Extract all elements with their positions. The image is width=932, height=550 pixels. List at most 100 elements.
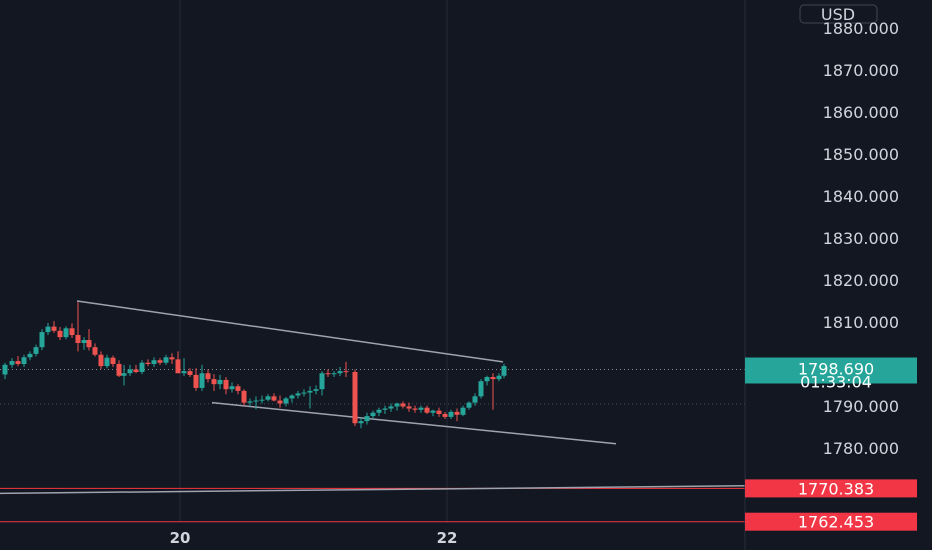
trendline[interactable] [211, 401, 617, 445]
candle [235, 384, 241, 395]
candle-body [15, 361, 21, 364]
candle-body [247, 401, 253, 403]
candle-body [157, 360, 163, 363]
price-axis-background [745, 0, 932, 550]
candle-body [51, 326, 57, 331]
candle-body [33, 347, 39, 354]
candle [325, 369, 331, 378]
trendlines[interactable] [0, 300, 746, 495]
candle [187, 368, 193, 378]
candle [181, 358, 187, 377]
candle [133, 364, 139, 374]
candle-body [436, 410, 442, 414]
candle-body [490, 377, 496, 380]
candle [271, 393, 277, 402]
candle [376, 407, 382, 417]
candle [283, 397, 289, 407]
candle-body [116, 364, 122, 376]
candle [86, 329, 92, 351]
candle-body [394, 403, 400, 407]
candle-body [466, 402, 472, 408]
alert-price-badge[interactable] [745, 479, 917, 498]
candle [98, 351, 104, 370]
candle-body [388, 406, 394, 409]
candle-body [448, 411, 454, 417]
candle-body [319, 373, 325, 390]
candle [406, 402, 412, 412]
candle-body [358, 421, 364, 424]
candle [496, 373, 502, 382]
candle [175, 351, 181, 374]
candle [307, 386, 313, 409]
currency-button[interactable] [799, 4, 878, 24]
candle [193, 368, 199, 391]
candle-body [331, 373, 337, 375]
candle [301, 389, 307, 397]
candle-body [478, 381, 484, 397]
candle [199, 364, 205, 391]
y-tick-label: 1830.000 [823, 229, 899, 248]
candle-body [277, 400, 283, 404]
candle [424, 405, 430, 414]
y-tick-labels: 1880.000 1870.000 1860.000 1850.000 1840.000… [823, 19, 899, 458]
candle-body [406, 406, 412, 409]
y-tick-label: 1850.000 [823, 145, 899, 164]
candle-body [295, 393, 301, 396]
candle-body [265, 396, 271, 400]
candle [442, 411, 448, 420]
candle-body [21, 357, 27, 364]
candle [400, 401, 406, 409]
candle-body [69, 328, 75, 336]
trendline[interactable] [76, 300, 504, 363]
candle [33, 344, 39, 357]
candle [205, 369, 211, 383]
candle [394, 402, 400, 411]
price-axis[interactable]: USD 1880.000 1870.000 1860.000 1850.000 1840… [744, 0, 932, 550]
candle-body [430, 410, 436, 413]
candle [478, 379, 484, 399]
price-lines [0, 369, 745, 523]
candle [418, 405, 424, 413]
candle-body [98, 354, 104, 367]
candle-body [289, 395, 295, 399]
candle [352, 369, 358, 427]
candle-body [104, 357, 110, 367]
candle [295, 390, 301, 399]
candle [163, 354, 169, 365]
candle-body [199, 373, 205, 388]
x-tick-label: 20 [170, 529, 191, 547]
candle [63, 326, 69, 340]
candles [2, 302, 507, 429]
candle [145, 359, 151, 367]
candle [454, 408, 460, 422]
candle [382, 405, 388, 414]
candle-body [223, 379, 229, 390]
candle-body [45, 326, 51, 333]
candle-body [39, 332, 45, 348]
candle [484, 375, 490, 386]
candle-body [86, 340, 92, 348]
candle [2, 362, 8, 380]
candle-body [496, 375, 502, 380]
candle [259, 395, 265, 404]
alert-price-label: 1762.453 [798, 513, 874, 532]
candle [9, 358, 15, 368]
candle-body [121, 373, 127, 376]
trendline[interactable] [0, 485, 746, 495]
y-tick-label: 1790.000 [823, 397, 899, 416]
candle-body [151, 360, 157, 364]
candle-body [501, 366, 507, 376]
candle [39, 329, 45, 351]
candle [331, 371, 337, 378]
candle-body [211, 379, 217, 385]
candle-body [412, 408, 418, 410]
candle [110, 355, 116, 367]
y-tick-label: 1780.000 [823, 439, 899, 458]
candle-body [169, 357, 175, 360]
candle-body [364, 416, 370, 422]
candle [247, 398, 253, 407]
candle-body [460, 407, 466, 415]
alert-price-badge[interactable] [745, 512, 917, 531]
candle-body [110, 357, 116, 364]
